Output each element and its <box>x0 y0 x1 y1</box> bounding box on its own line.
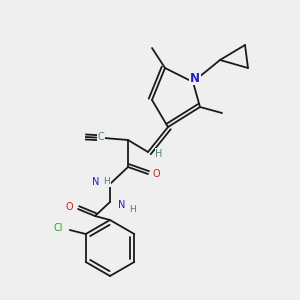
Text: Cl: Cl <box>53 223 62 233</box>
Text: O: O <box>152 169 160 179</box>
Text: N: N <box>118 200 126 210</box>
Text: H: H <box>155 149 163 159</box>
Text: O: O <box>65 202 73 212</box>
Text: N: N <box>92 177 100 187</box>
Text: H: H <box>103 178 110 187</box>
Text: C: C <box>98 132 104 142</box>
Text: H: H <box>129 205 135 214</box>
Text: N: N <box>190 71 200 85</box>
